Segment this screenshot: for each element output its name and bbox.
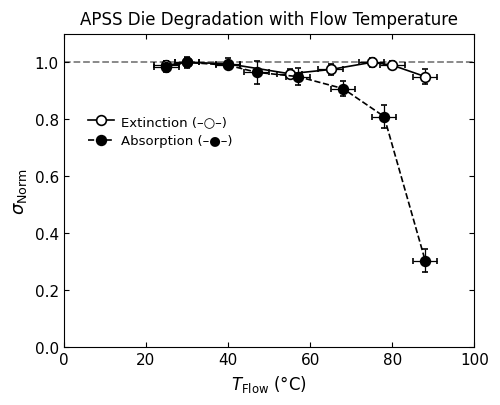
Y-axis label: $\sigma_\mathregular{Norm}$: $\sigma_\mathregular{Norm}$ [11, 168, 29, 215]
X-axis label: $T_\mathregular{Flow}$ (°C): $T_\mathregular{Flow}$ (°C) [231, 373, 307, 394]
Legend: Extinction (–○–), Absorption (–●–): Extinction (–○–), Absorption (–●–) [82, 110, 237, 153]
Title: APSS Die Degradation with Flow Temperature: APSS Die Degradation with Flow Temperatu… [80, 11, 458, 29]
